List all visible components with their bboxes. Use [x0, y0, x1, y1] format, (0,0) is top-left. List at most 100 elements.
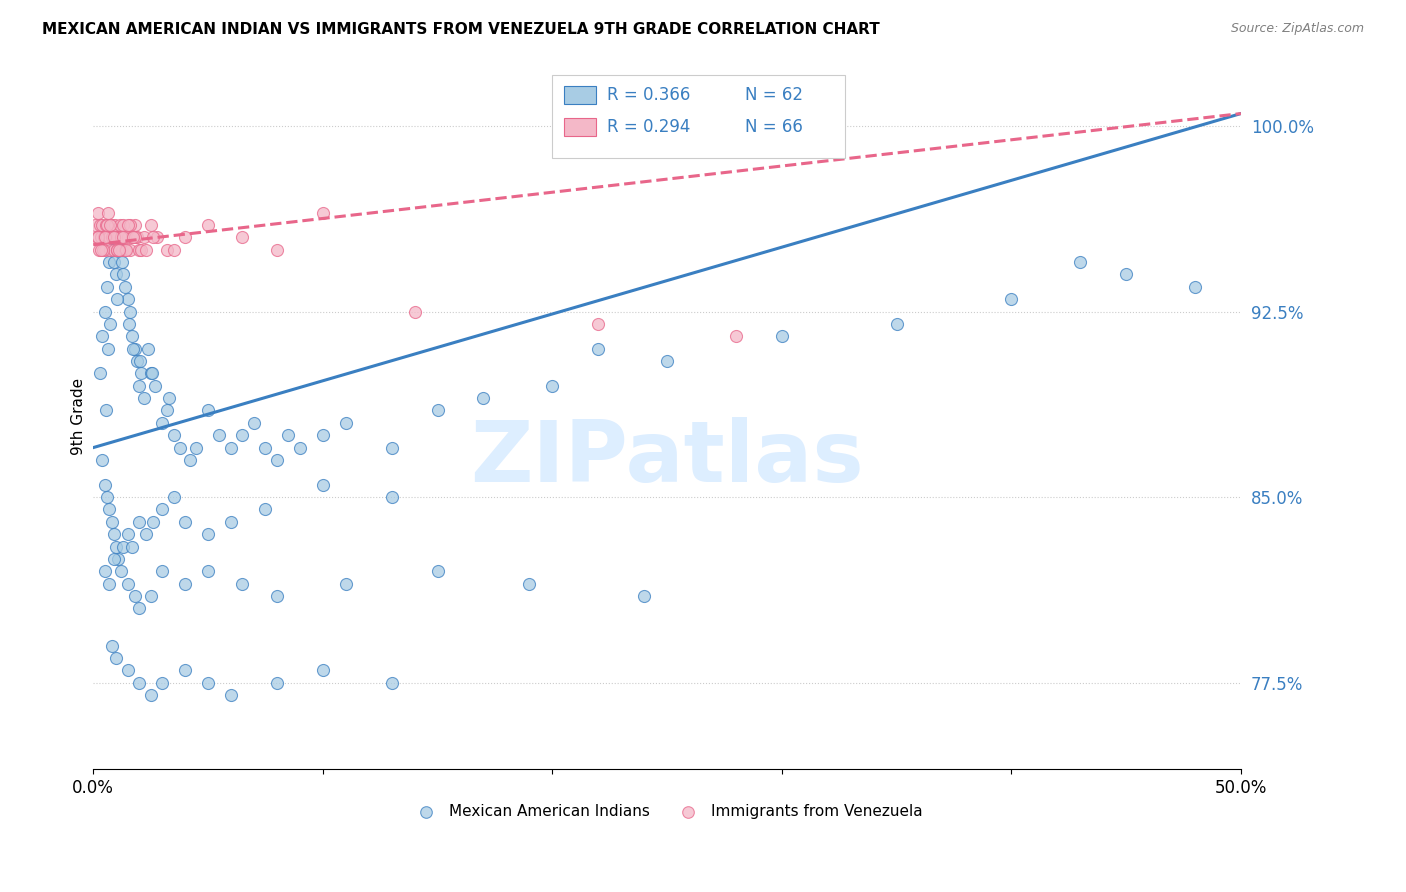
Point: [381, 675, 404, 690]
Text: R = 0.294: R = 0.294: [607, 118, 690, 136]
Point: [112, 230, 135, 244]
Point: [118, 243, 141, 257]
Point: [197, 565, 219, 579]
Point: [112, 218, 135, 232]
Point: [131, 243, 153, 257]
Point: [122, 342, 145, 356]
Point: [150, 416, 173, 430]
Point: [93, 565, 115, 579]
Point: [94, 218, 117, 232]
Point: [128, 601, 150, 615]
Point: [121, 329, 143, 343]
Point: [110, 230, 132, 244]
Point: [93, 230, 115, 244]
Point: [139, 218, 162, 232]
Point: [243, 416, 266, 430]
Point: [98, 218, 121, 232]
Point: [335, 576, 357, 591]
Point: [105, 243, 128, 257]
Point: [886, 317, 908, 331]
Point: [124, 342, 146, 356]
Point: [94, 230, 117, 244]
Point: [98, 502, 121, 516]
Point: [655, 354, 678, 368]
Point: [100, 317, 122, 331]
Text: ZIPatlas: ZIPatlas: [470, 417, 863, 500]
Point: [91, 218, 114, 232]
Point: [135, 527, 157, 541]
Point: [426, 565, 449, 579]
Point: [132, 391, 155, 405]
Point: [93, 477, 115, 491]
Point: [111, 255, 134, 269]
Point: [139, 688, 162, 702]
Point: [101, 230, 124, 244]
Point: [186, 441, 208, 455]
Point: [312, 205, 335, 219]
Point: [131, 367, 153, 381]
Point: [146, 230, 169, 244]
Point: [96, 279, 118, 293]
Point: [150, 675, 173, 690]
Point: [108, 243, 131, 257]
Point: [139, 367, 162, 381]
Point: [91, 329, 114, 343]
Point: [174, 663, 197, 677]
Point: [110, 230, 132, 244]
Point: [288, 441, 311, 455]
Point: [98, 230, 121, 244]
Point: [129, 354, 152, 368]
Point: [103, 527, 125, 541]
Point: [94, 403, 117, 417]
Point: [117, 230, 139, 244]
Point: [150, 502, 173, 516]
Point: [1115, 268, 1137, 282]
Point: [91, 243, 114, 257]
Point: [90, 243, 112, 257]
Point: [381, 490, 404, 504]
Point: [141, 367, 163, 381]
Point: [117, 218, 139, 232]
Point: [100, 243, 122, 257]
Point: [96, 490, 118, 504]
Point: [124, 230, 146, 244]
Legend: Mexican American Indians, Immigrants from Venezuela: Mexican American Indians, Immigrants fro…: [405, 798, 929, 825]
Point: [105, 243, 128, 257]
Point: [426, 403, 449, 417]
Point: [156, 403, 179, 417]
Point: [112, 268, 135, 282]
Point: [135, 243, 157, 257]
Point: [266, 589, 288, 603]
Point: [93, 304, 115, 318]
Point: [112, 540, 135, 554]
Point: [142, 230, 165, 244]
Text: N = 62: N = 62: [745, 87, 803, 104]
Point: [312, 428, 335, 442]
Point: [98, 255, 121, 269]
Point: [254, 441, 277, 455]
Point: [105, 268, 128, 282]
Point: [114, 243, 136, 257]
Point: [103, 255, 125, 269]
Point: [121, 230, 143, 244]
Point: [125, 230, 148, 244]
Point: [254, 502, 277, 516]
Text: Source: ZipAtlas.com: Source: ZipAtlas.com: [1230, 22, 1364, 36]
Point: [143, 378, 166, 392]
Point: [150, 565, 173, 579]
Text: N = 66: N = 66: [745, 118, 803, 136]
FancyBboxPatch shape: [564, 118, 596, 136]
Point: [107, 230, 129, 244]
Point: [124, 218, 146, 232]
Point: [231, 428, 253, 442]
Point: [266, 675, 288, 690]
Point: [93, 243, 115, 257]
Point: [219, 688, 242, 702]
Point: [162, 243, 184, 257]
Point: [117, 576, 139, 591]
Point: [156, 243, 179, 257]
Point: [197, 218, 219, 232]
Point: [541, 378, 564, 392]
Point: [96, 230, 118, 244]
Point: [103, 230, 125, 244]
